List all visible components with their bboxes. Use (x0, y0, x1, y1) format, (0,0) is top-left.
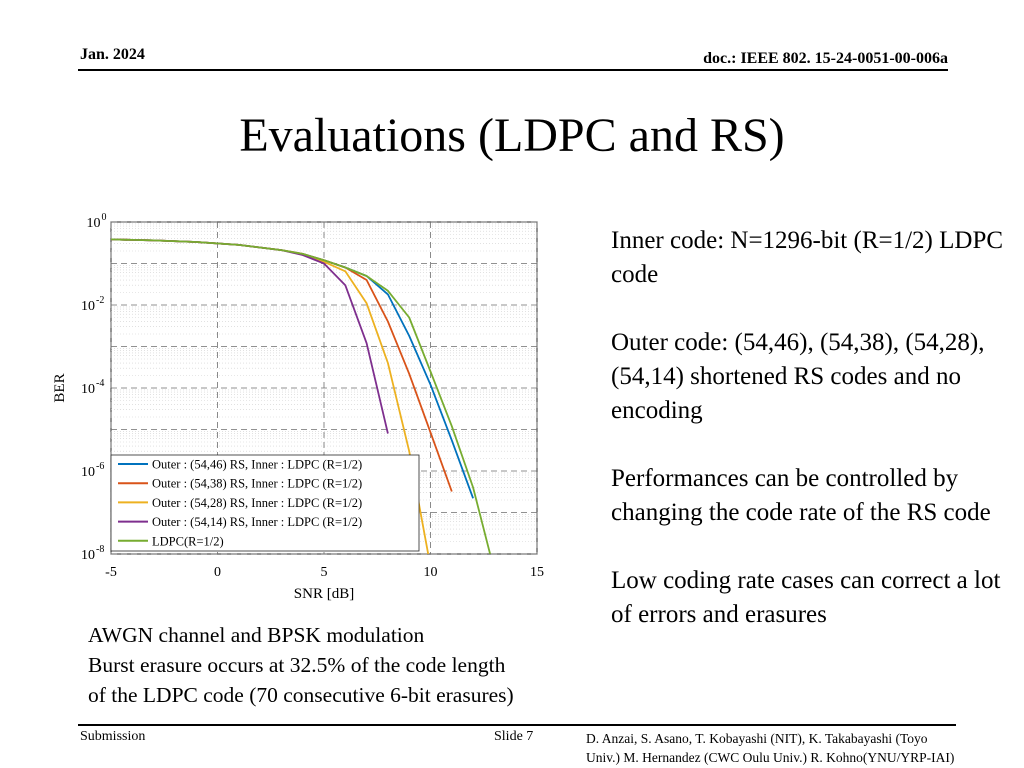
footer-authors-line-2: Univ.) M. Hernandez (CWC Oulu Univ.) R. … (586, 750, 955, 765)
footer-divider (78, 724, 956, 726)
svg-text:10: 10 (81, 382, 95, 397)
header-divider (78, 69, 948, 71)
svg-text:10: 10 (81, 299, 95, 314)
legend-item-4: Outer : (54,14) RS, Inner : LDPC (R=1/2) (118, 515, 362, 529)
x-tick-label: 0 (214, 565, 221, 580)
legend-item-2: Outer : (54,38) RS, Inner : LDPC (R=1/2) (118, 477, 362, 491)
note-line-3: of the LDPC code (70 consecutive 6-bit e… (88, 683, 514, 707)
svg-text:0: 0 (102, 212, 107, 223)
series-lines (111, 238, 491, 554)
svg-text:-4: -4 (96, 378, 104, 389)
svg-text:10: 10 (87, 216, 101, 231)
y-axis-label: BER (52, 373, 68, 402)
y-tick-label: 10 0 (87, 212, 107, 231)
note-line-1: AWGN channel and BPSK modulation (88, 623, 425, 647)
x-tick-label: 5 (321, 565, 328, 580)
slide-title: Evaluations (LDPC and RS) (239, 109, 785, 162)
legend-label: Outer : (54,28) RS, Inner : LDPC (R=1/2) (152, 496, 362, 510)
legend-item-1: Outer : (54,46) RS, Inner : LDPC (R=1/2) (118, 458, 362, 472)
y-tick-label: 10 -4 (81, 378, 104, 397)
legend-item-3: Outer : (54,28) RS, Inner : LDPC (R=1/2) (118, 496, 362, 510)
footer-authors: D. Anzai, S. Asano, T. Kobayashi (NIT), … (586, 729, 1016, 767)
bullet-low-rate: Low coding rate cases can correct a lot … (611, 567, 1001, 628)
x-tick-label: -5 (105, 565, 117, 580)
x-axis-label: SNR [dB] (294, 586, 354, 602)
simulation-note: AWGN channel and BPSK modulation Burst e… (88, 620, 514, 710)
bullet-outer-code: Outer code: (54,46), (54,38), (54,28), (… (611, 329, 985, 424)
svg-text:-8: -8 (96, 544, 104, 555)
legend: Outer : (54,46) RS, Inner : LDPC (R=1/2)… (110, 454, 420, 552)
x-tick-label: 10 (424, 565, 438, 580)
svg-text:10: 10 (81, 548, 95, 563)
y-tick-label: 10 -2 (81, 295, 104, 314)
footer-submission: Submission (80, 729, 146, 744)
y-tick-label: 10 -6 (81, 461, 104, 480)
header-doc-id: doc.: IEEE 802. 15-24-0051-00-006a (703, 50, 948, 67)
svg-text:-2: -2 (96, 295, 104, 306)
legend-label: Outer : (54,14) RS, Inner : LDPC (R=1/2) (152, 515, 362, 529)
legend-label: Outer : (54,38) RS, Inner : LDPC (R=1/2) (152, 477, 362, 491)
footer-slide-number: Slide 7 (494, 729, 534, 744)
bullet-performance: Performances can be controlled by changi… (611, 465, 991, 526)
note-line-2: Burst erasure occurs at 32.5% of the cod… (88, 653, 506, 677)
legend-item-5: LDPC(R=1/2) (118, 534, 224, 548)
x-axis-ticks: -5 0 5 10 15 (105, 565, 544, 580)
y-tick-label: 10 -8 (81, 544, 104, 563)
svg-text:-6: -6 (96, 461, 104, 472)
legend-label: Outer : (54,46) RS, Inner : LDPC (R=1/2) (152, 458, 362, 472)
bullet-inner-code: Inner code: N=1296-bit (R=1/2) LDPC code (611, 227, 1004, 288)
x-tick-label: 15 (530, 565, 544, 580)
series-line-5 (111, 238, 491, 554)
svg-text:10: 10 (81, 465, 95, 480)
footer-authors-line-1: D. Anzai, S. Asano, T. Kobayashi (NIT), … (586, 731, 928, 746)
legend-label: LDPC(R=1/2) (152, 534, 224, 548)
header-date: Jan. 2024 (80, 46, 145, 63)
bullet-list: Inner code: N=1296-bit (R=1/2) LDPC code… (611, 224, 1011, 666)
legend-box (110, 454, 420, 552)
